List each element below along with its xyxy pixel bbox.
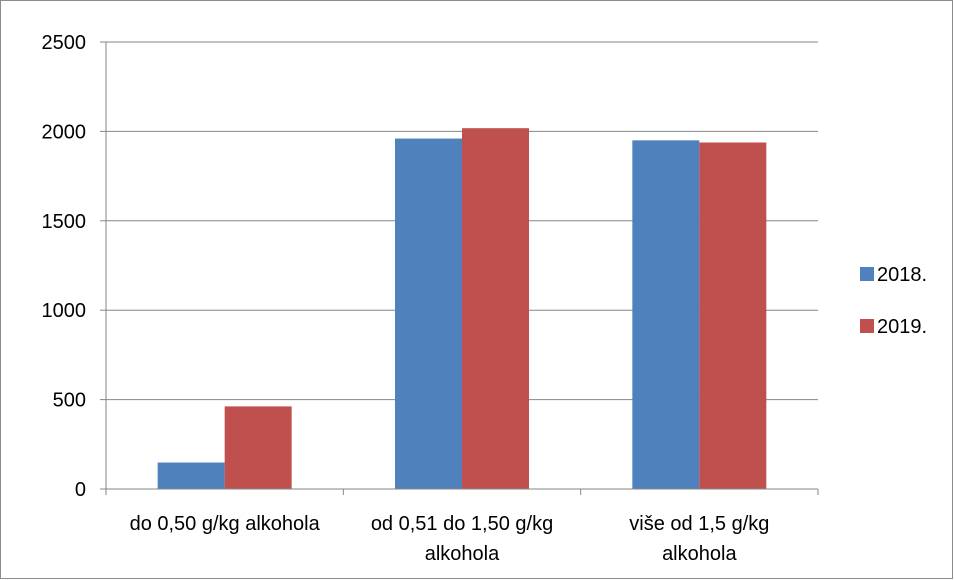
legend-swatch-2 xyxy=(860,319,874,333)
y-tick-label: 1000 xyxy=(42,300,87,322)
legend-label-2: 2019. xyxy=(877,316,927,338)
axes xyxy=(100,41,819,495)
y-tick-label: 0 xyxy=(75,479,86,501)
bar-1-2 xyxy=(395,138,462,489)
bars xyxy=(157,128,767,490)
y-tick-label: 500 xyxy=(53,390,86,412)
bar-2-2 xyxy=(462,128,529,490)
legend: 2018. 2019. xyxy=(860,264,927,338)
legend-swatch-1 xyxy=(860,267,874,281)
y-tick-label: 1500 xyxy=(42,211,87,233)
axis-labels: 0 500 1000 1500 2000 2500 do 0,50 g/kg alkohol… xyxy=(42,32,770,565)
y-tick-label: 2000 xyxy=(42,121,87,143)
bar-1-1 xyxy=(157,462,225,489)
legend-label-1: 2018. xyxy=(877,264,927,286)
bar-1-3 xyxy=(632,140,700,489)
x-category-label: od 0,51 do 1,50 g/kg alkohola xyxy=(371,513,553,565)
x-category-label: do 0,50 g/kg alkohola xyxy=(130,513,321,535)
y-tick-label: 2500 xyxy=(42,32,87,54)
bar-2-1 xyxy=(224,406,292,489)
bar-2-3 xyxy=(699,142,767,489)
x-category-label: više od 1,5 g/kg alkohola xyxy=(629,513,769,565)
